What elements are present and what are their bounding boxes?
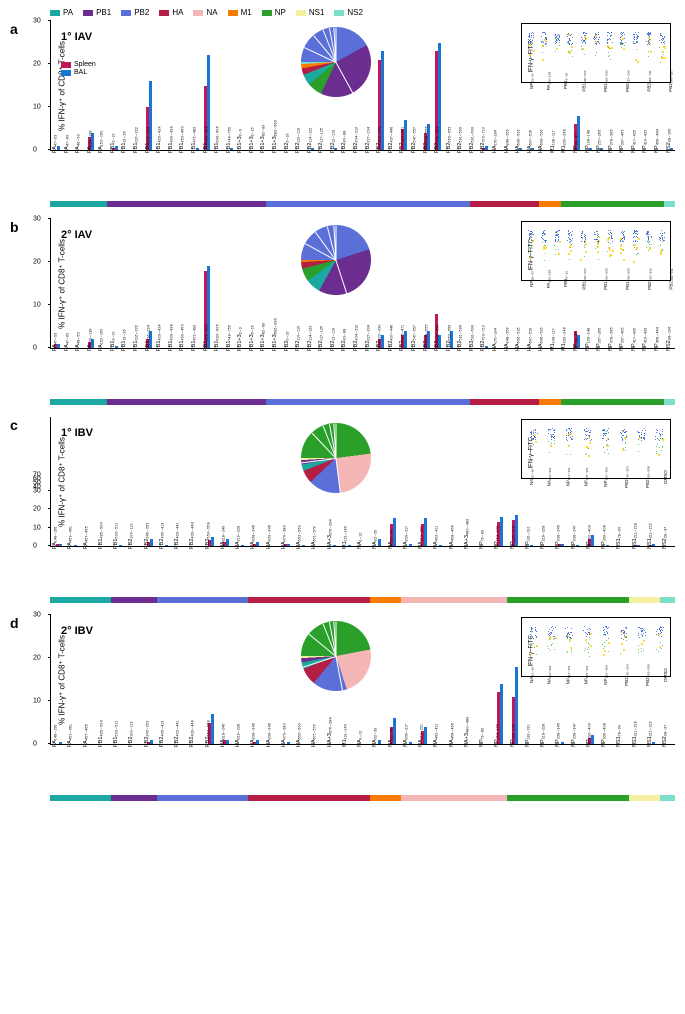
flow-cytometry-inset: IFN-γ–FITC →NA₃₂₋₄₀NA₂₁₃₋₂₂₁NP₁₆₄₋₁₇₃NP₁… xyxy=(521,419,671,479)
pie-chart xyxy=(301,621,371,691)
x-axis-labels: PA₄₇₋₅₃PA₄₇₋₆₀PA₄₈₋₅₃PA₁₃₀₋₁₃₈PA₁₅₂₋₁₆₀P… xyxy=(50,349,675,397)
legend-label: PB1 xyxy=(96,8,111,17)
bar-group xyxy=(63,219,75,348)
x-axis-labels: PA₁₄₈₋₁₅₆PA₄₅₃₋₄₆₁PA₄₅₇₋₄₆₅PB1₄₉₅₋₅₀₄PB1… xyxy=(50,745,675,793)
legend-label: PB2 xyxy=(134,8,149,17)
panel-label: b xyxy=(10,219,19,235)
panel-label: c xyxy=(10,417,18,433)
x-axis-labels: PA₄₇₋₅₃PA₄₇₋₆₀PA₄₈₋₅₃PA₁₃₀₋₁₃₈PA₁₅₂₋₁₆₀P… xyxy=(50,151,675,199)
bar-group xyxy=(371,615,386,744)
bar-group xyxy=(63,21,75,150)
bar-chart: % IFN-γ⁺ of CD8⁺ T-cells01020301° IAVSpl… xyxy=(50,21,675,151)
bar-group xyxy=(386,417,401,546)
bar-chart: % IFN-γ⁺ of CD8⁺ T-cells01020302° IAVIFN… xyxy=(50,219,675,349)
bar-group xyxy=(282,219,294,348)
bar-group xyxy=(109,21,121,150)
protein-color-strip xyxy=(50,399,675,405)
panel-c: c% IFN-γ⁺ of CD8⁺ T-cells010203040506070… xyxy=(10,417,675,603)
bar-group xyxy=(386,615,401,744)
bar-group xyxy=(74,21,86,150)
flow-cytometry-inset: IFN-γ–FITC →NP₃₉₋₄₇PA₁₃₀₋₁₃₈PB1₂₋₁₀PB1₂₁… xyxy=(521,221,671,281)
bar-group xyxy=(51,21,63,150)
pie-chart xyxy=(301,27,371,97)
legend-label: NA xyxy=(206,8,217,17)
panel-label: a xyxy=(10,21,18,37)
legend-label: NS1 xyxy=(309,8,325,17)
bar-group xyxy=(282,21,294,150)
protein-legend: PA PB1 PB2 HA NA M1 NP NS1 NS2 xyxy=(50,8,675,17)
legend-label: PA xyxy=(63,8,73,17)
flow-cytometry-inset: IFN-γ–FITC →NP₃₉₋₄₇PA₁₃₀₋₁₃₈PB1₂₋₁₀PB1₂₁… xyxy=(521,23,671,83)
legend-label: NP xyxy=(275,8,286,17)
protein-color-strip xyxy=(50,597,675,603)
legend-label: NS2 xyxy=(347,8,363,17)
bar-group xyxy=(74,219,86,348)
bar-group xyxy=(477,417,492,546)
bar-group xyxy=(477,615,492,744)
legend-label: M1 xyxy=(241,8,252,17)
panel-label: d xyxy=(10,615,19,631)
protein-color-strip xyxy=(50,201,675,207)
bar-group xyxy=(109,219,121,348)
panel-b: b % IFN-γ⁺ of CD8⁺ T-cells01020302° IAVIF… xyxy=(10,219,675,405)
protein-color-strip xyxy=(50,795,675,801)
pie-chart xyxy=(301,225,371,295)
panel-a: a % IFN-γ⁺ of CD8⁺ T-cells01020301° IAVSp… xyxy=(10,21,675,207)
x-axis-labels: PA₁₄₈₋₁₅₆PA₄₅₃₋₄₆₁PA₄₅₇₋₄₆₅PB1₄₉₅₋₅₀₄PB1… xyxy=(50,547,675,595)
flow-cytometry-inset: IFN-γ–FITC →NA₃₂₋₄₀NA₂₁₃₋₂₂₁NP₁₆₄₋₁₇₃NP₁… xyxy=(521,617,671,677)
bar-group xyxy=(51,219,63,348)
panel-d: d% IFN-γ⁺ of CD8⁺ T-cells01020302° IBVIF… xyxy=(10,615,675,801)
pie-chart xyxy=(301,423,371,493)
bar-group xyxy=(371,417,386,546)
legend-label: HA xyxy=(172,8,183,17)
